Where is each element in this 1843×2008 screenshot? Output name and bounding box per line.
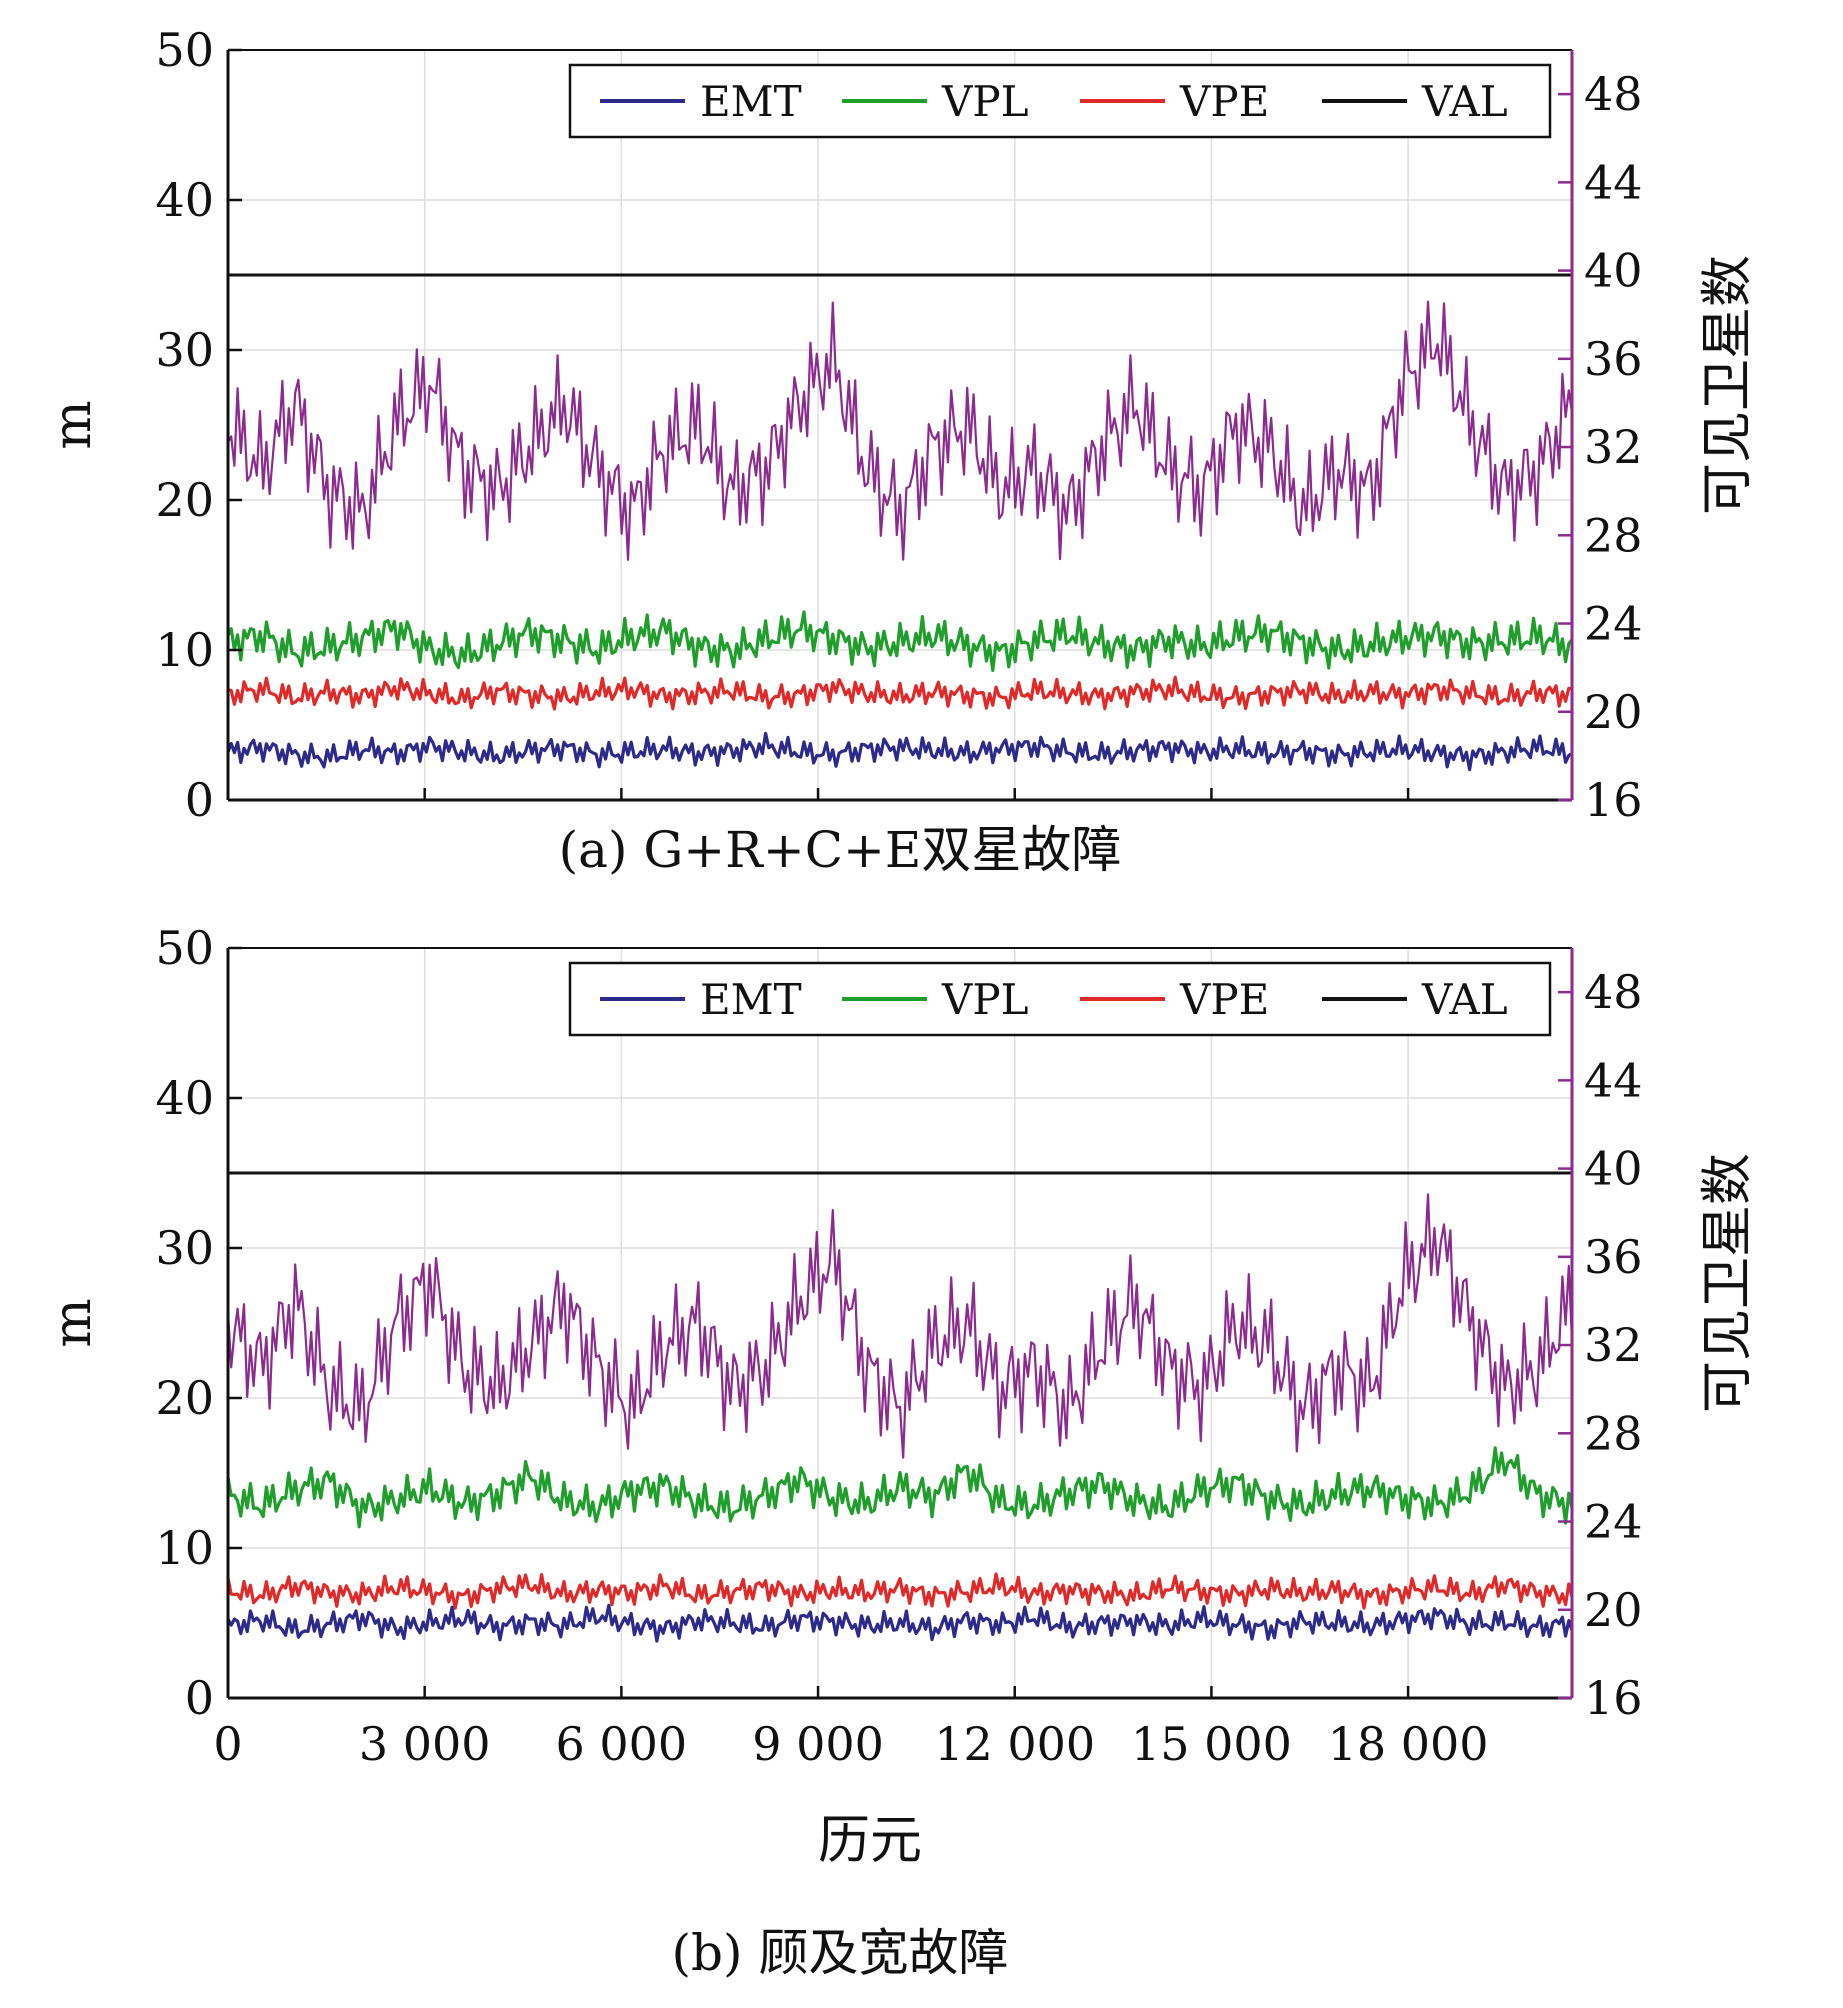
y2-tick-label: 44 (1584, 155, 1643, 209)
y-tick-label: 40 (155, 173, 214, 227)
y2-axis-label: 可见卫星数 (1698, 1153, 1758, 1413)
x-tick-label: 9 000 (752, 1717, 884, 1771)
chart-panel-b: 0 10 20 30 40 50 16 20 24 28 32 36 40 44 48 0 3 000 6 000… (43, 921, 1758, 1982)
y2-tick-label: 20 (1584, 1583, 1643, 1637)
legend-label-val: VAL (1421, 77, 1508, 126)
x-tick-label: 18 000 (1328, 1717, 1489, 1771)
series-satellites-line (226, 1193, 1574, 1459)
y2-tick-label: 36 (1584, 332, 1643, 386)
panel-caption: (a) G+R+C+E双星故障 (559, 821, 1122, 879)
x-tick-label: 15 000 (1131, 1717, 1292, 1771)
y2-tick-label: 24 (1584, 1495, 1643, 1549)
y-axis-label: m (43, 1298, 103, 1347)
y2-tick-label: 48 (1584, 965, 1643, 1019)
y2-tick-label: 28 (1584, 508, 1643, 562)
y2-tick-label: 16 (1584, 1671, 1643, 1725)
legend: EMT VPL VPE VAL (568, 63, 1552, 139)
legend-label-emt: EMT (700, 77, 802, 126)
y2-tick-label: 28 (1584, 1406, 1643, 1460)
panel-caption: (b) 顾及宽故障 (672, 1924, 1009, 1982)
legend: EMT VPL VPE VAL (568, 961, 1552, 1037)
y2-tick-label: 36 (1584, 1230, 1643, 1284)
legend-label-vpe: VPE (1179, 975, 1269, 1024)
legend-label-vpl: VPL (941, 975, 1028, 1024)
series-satellites-line (227, 300, 1574, 561)
y2-tick-label: 40 (1584, 1142, 1643, 1196)
legend-label-val: VAL (1421, 975, 1508, 1024)
series-vpl-line (226, 610, 1574, 672)
y2-tick-label: 20 (1584, 685, 1643, 739)
x-tick-label: 0 (213, 1717, 242, 1771)
series-emt-line (226, 1603, 1574, 1643)
y-tick-label: 10 (155, 623, 214, 677)
chart-panel-a: 0 10 20 30 40 50 16 20 24 28 32 36 40 44 48 m 可见卫星数 EMT VP… (43, 23, 1758, 879)
y-tick-label: 20 (155, 473, 214, 527)
y-tick-label: 0 (185, 1671, 214, 1725)
series-vpe-line (227, 675, 1573, 711)
y2-tick-label: 40 (1584, 244, 1643, 298)
legend-label-vpe: VPE (1179, 77, 1269, 126)
y-tick-label: 50 (155, 921, 214, 975)
y-tick-label: 30 (155, 1221, 214, 1275)
y-tick-label: 0 (185, 773, 214, 827)
y2-tick-label: 16 (1584, 773, 1643, 827)
y2-axis-label: 可见卫星数 (1698, 255, 1758, 515)
legend-label-emt: EMT (700, 975, 802, 1024)
series-vpe-line (226, 1572, 1574, 1610)
y-tick-label: 30 (155, 323, 214, 377)
y2-tick-label: 32 (1584, 1318, 1643, 1372)
y-axis-label: m (43, 400, 103, 449)
y2-tick-label: 32 (1584, 420, 1643, 474)
x-tick-label: 12 000 (934, 1717, 1095, 1771)
legend-label-vpl: VPL (941, 77, 1028, 126)
series-emt-line (226, 731, 1573, 772)
y-tick-label: 10 (155, 1521, 214, 1575)
x-axis-label: 历元 (818, 1811, 922, 1871)
y2-tick-label: 48 (1584, 67, 1643, 121)
y-tick-label: 50 (155, 23, 214, 77)
y-tick-label: 40 (155, 1071, 214, 1125)
y2-tick-label: 24 (1584, 597, 1643, 651)
x-tick-label: 6 000 (556, 1717, 688, 1771)
y-tick-label: 20 (155, 1371, 214, 1425)
x-tick-label: 3 000 (359, 1717, 491, 1771)
series-vpl-line (226, 1446, 1574, 1529)
y2-tick-label: 44 (1584, 1053, 1643, 1107)
